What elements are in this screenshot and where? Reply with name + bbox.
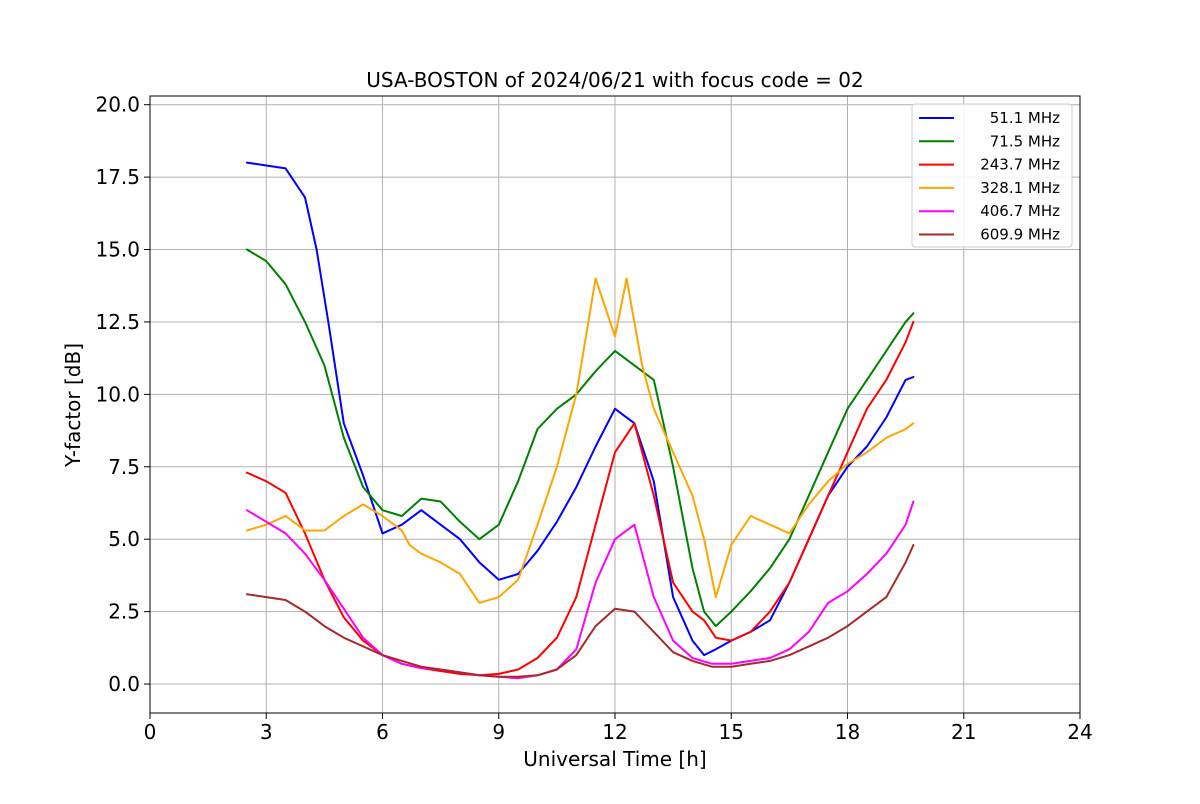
y-axis: 0.0 2.5 5.0 7.5 10.0 12.5 15.0 17.5 20.0	[95, 93, 150, 696]
x-tick-label: 9	[492, 720, 505, 744]
legend-label: 328.1 MHz	[980, 179, 1060, 197]
x-tick-label: 3	[260, 720, 273, 744]
x-tick-label: 0	[144, 720, 157, 744]
y-tick-label: 15.0	[95, 238, 140, 262]
x-tick-label: 15	[719, 720, 744, 744]
legend-label: 609.9 MHz	[980, 226, 1060, 244]
legend-label: 243.7 MHz	[980, 156, 1060, 174]
series-line-3	[245, 277, 915, 604]
chart-title: USA-BOSTON of 2024/06/21 with focus code…	[366, 68, 863, 92]
legend: 51.1 MHz 71.5 MHz 243.7 MHz 328.1 MHz 406.7 …	[911, 103, 1073, 248]
x-tick-label: 6	[376, 720, 389, 744]
legend-label: 406.7 MHz	[980, 202, 1060, 220]
y-tick-label: 5.0	[108, 527, 140, 551]
y-tick-label: 17.5	[95, 165, 140, 189]
y-tick-label: 7.5	[108, 455, 140, 479]
series-line-1	[245, 248, 915, 628]
x-tick-label: 24	[1067, 720, 1092, 744]
y-axis-label: Y-factor [dB]	[61, 343, 85, 468]
y-tick-label: 12.5	[95, 310, 140, 334]
x-axis: 0 3 6 9 12 15 18 21 24	[144, 713, 1093, 744]
series-lines	[245, 161, 915, 680]
series-line-2	[245, 320, 915, 677]
x-tick-label: 21	[951, 720, 976, 744]
series-line-5	[245, 544, 915, 678]
y-tick-label: 20.0	[95, 93, 140, 117]
x-tick-label: 18	[835, 720, 860, 744]
y-tick-label: 0.0	[108, 672, 140, 696]
x-axis-label: Universal Time [h]	[523, 747, 706, 771]
legend-label: 71.5 MHz	[990, 132, 1060, 150]
y-tick-label: 10.0	[95, 382, 140, 406]
legend-label: 51.1 MHz	[990, 109, 1060, 127]
series-line-4	[245, 500, 915, 680]
x-tick-label: 12	[602, 720, 627, 744]
y-tick-label: 2.5	[108, 600, 140, 624]
